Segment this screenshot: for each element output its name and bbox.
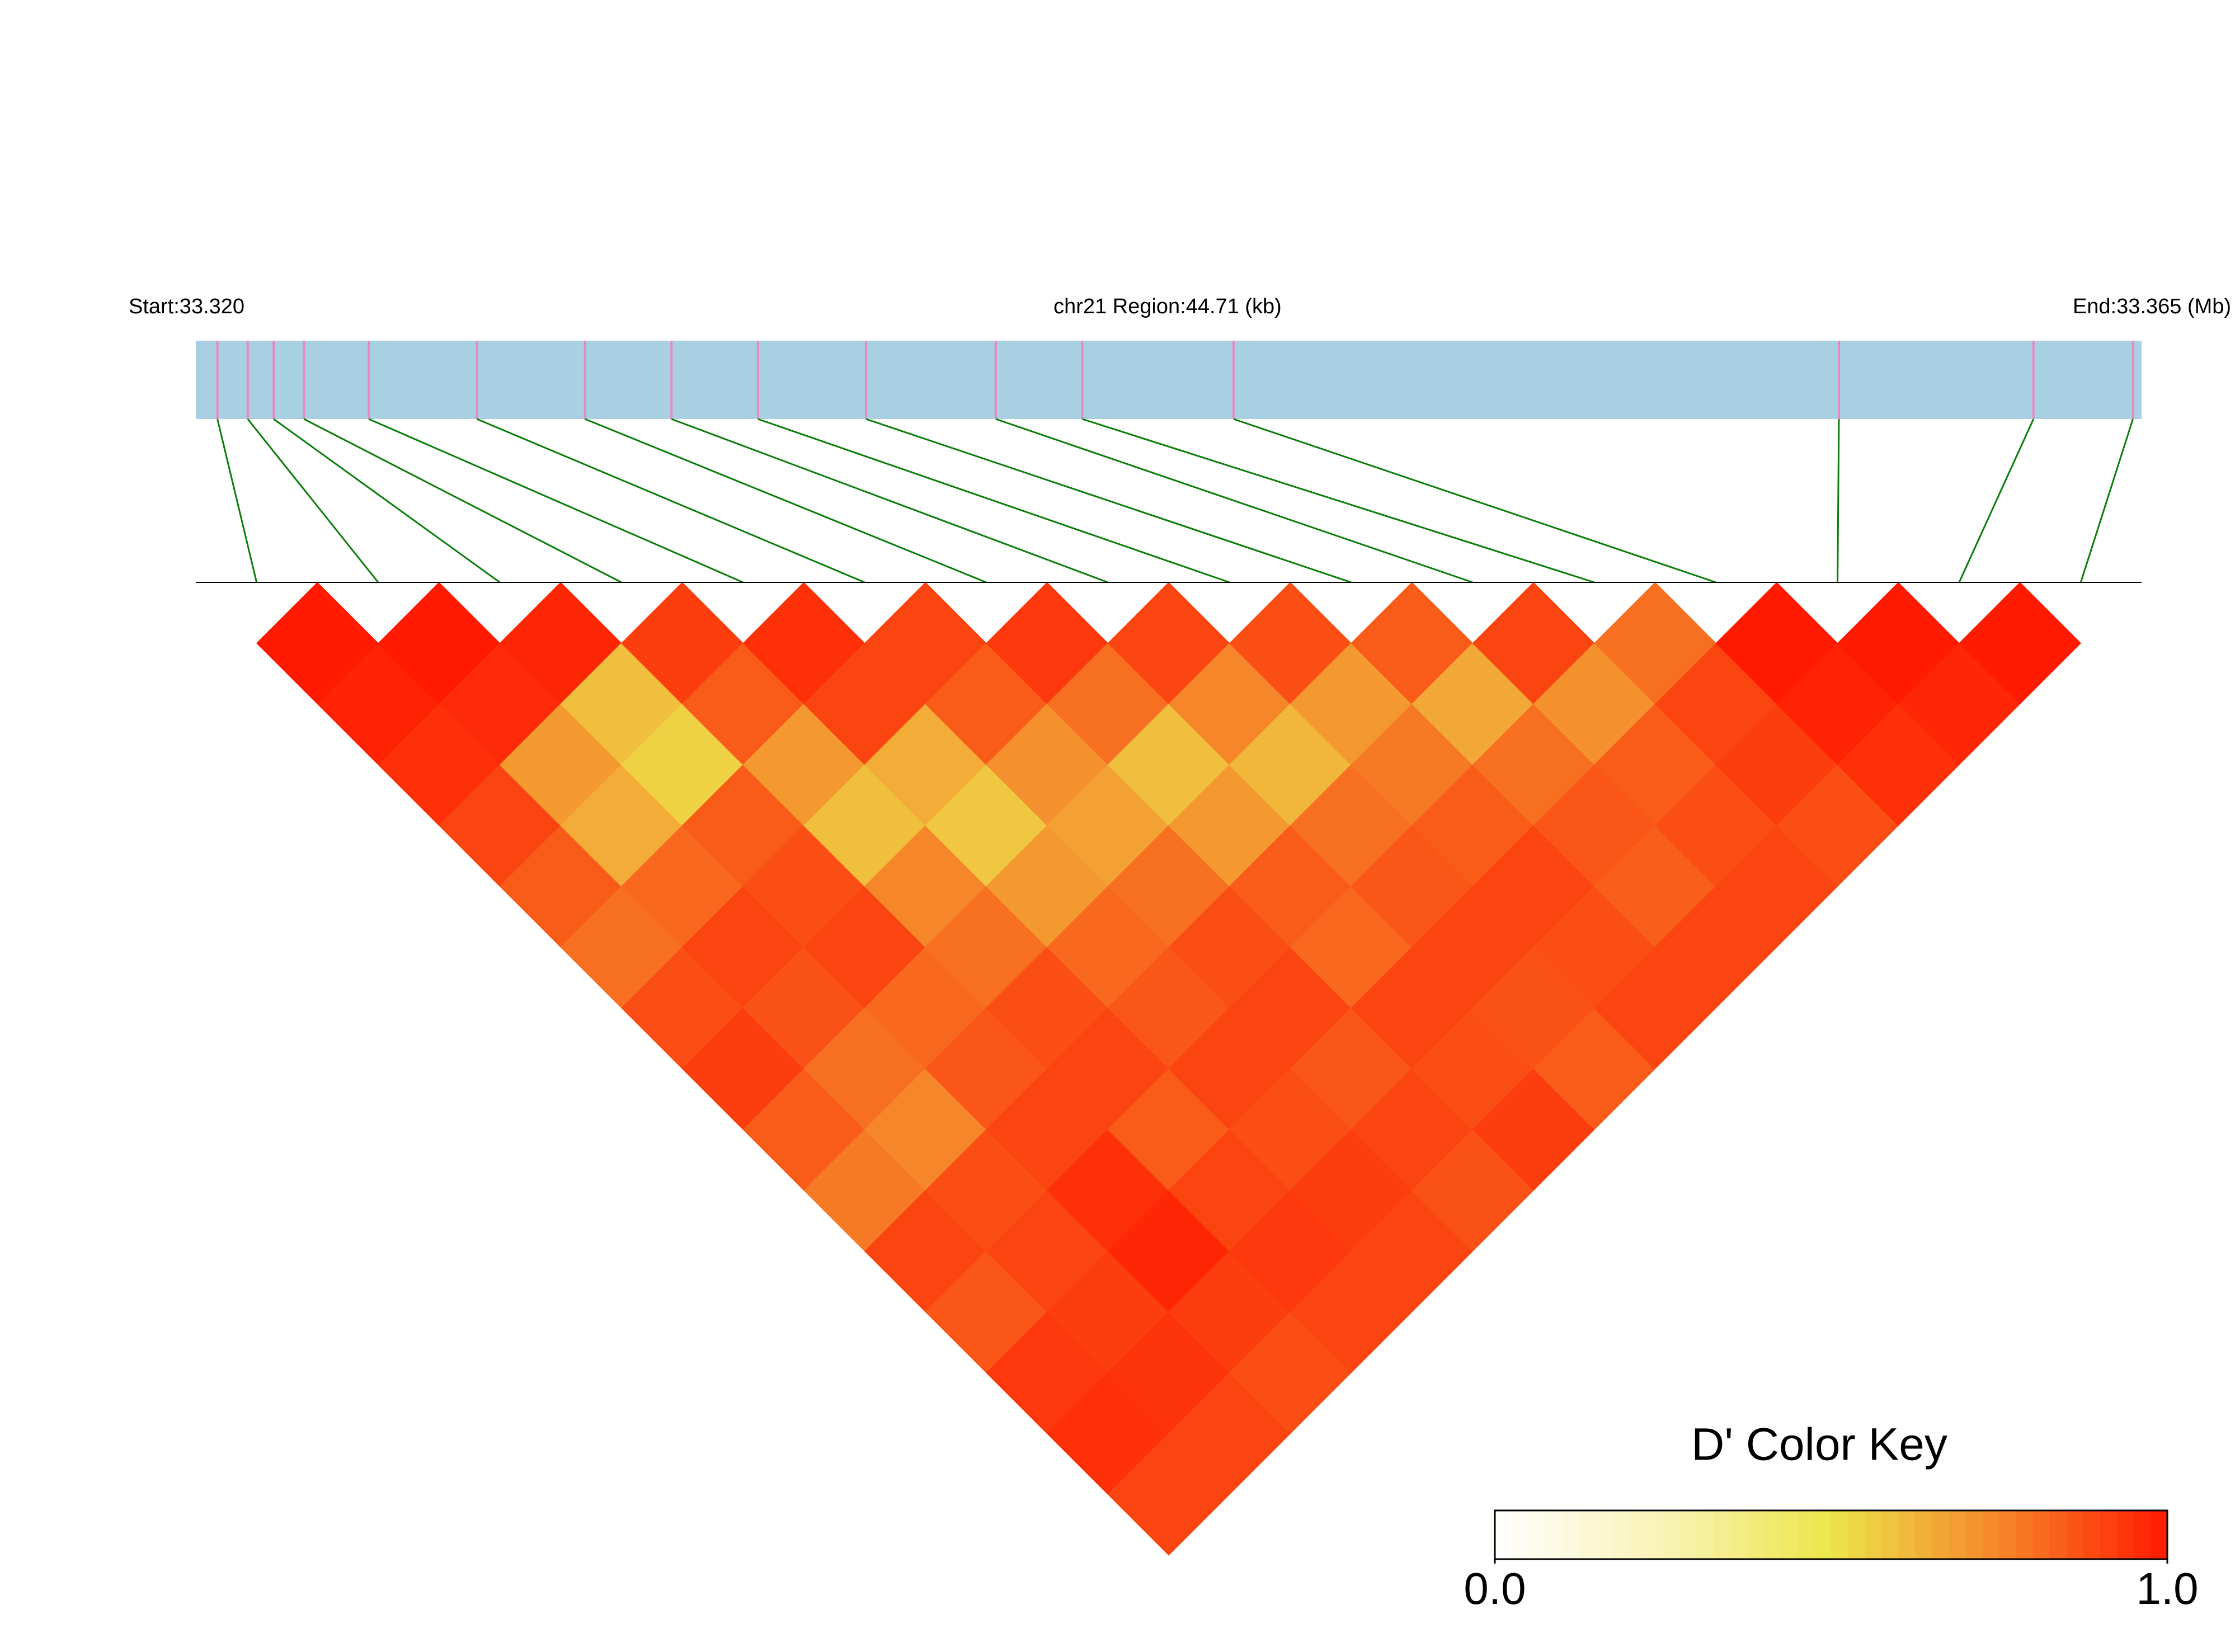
snp-link <box>671 418 1108 583</box>
key-frame <box>1494 1509 2168 1560</box>
key-swatch <box>2049 1510 2067 1559</box>
snp-link <box>585 418 987 583</box>
snp-link <box>865 418 1352 583</box>
key-swatch <box>1713 1510 1731 1559</box>
snp-link <box>1233 418 1716 583</box>
key-swatch <box>1865 1510 1883 1559</box>
key-swatch <box>1999 1510 2017 1559</box>
snp-link <box>1081 418 1595 583</box>
key-tick-label: 1.0 <box>2136 1564 2198 1613</box>
region-label: chr21 Region:44.71 (kb) <box>1053 295 1282 318</box>
snp-link <box>995 418 1473 583</box>
key-swatch <box>2016 1510 2034 1559</box>
key-swatch <box>2032 1510 2050 1559</box>
snp-link <box>476 418 865 583</box>
snp-link <box>273 418 501 583</box>
key-swatch <box>1915 1510 1933 1559</box>
key-swatch <box>1932 1510 1950 1559</box>
key-tick-label: 0.0 <box>1464 1564 1526 1613</box>
key-swatch <box>1881 1510 1899 1559</box>
key-swatch <box>1545 1510 1563 1559</box>
key-swatch <box>2116 1510 2134 1559</box>
key-swatch <box>1814 1510 1832 1559</box>
snp-link <box>2079 418 2134 583</box>
key-swatch <box>2066 1510 2084 1559</box>
snp-link <box>303 418 622 583</box>
key-swatch <box>1679 1510 1697 1559</box>
key-swatch <box>1663 1510 1681 1559</box>
key-swatch <box>1646 1510 1664 1559</box>
key-swatch <box>1730 1510 1748 1559</box>
ld-cell <box>1959 582 2082 705</box>
key-swatch <box>1696 1510 1714 1559</box>
snp-link <box>1958 418 2035 583</box>
key-swatch <box>2083 1510 2101 1559</box>
key-swatch <box>1596 1510 1613 1559</box>
key-swatch <box>1629 1510 1647 1559</box>
key-swatch <box>1579 1510 1597 1559</box>
key-swatch <box>1797 1510 1815 1559</box>
key-swatch <box>1831 1510 1849 1559</box>
end-label: End:33.365 (Mb) <box>2073 295 2231 318</box>
key-swatch <box>1965 1510 1983 1559</box>
key-swatch <box>1612 1510 1630 1559</box>
key-swatch <box>1528 1510 1546 1559</box>
key-swatch <box>2150 1510 2168 1559</box>
key-swatch <box>1982 1510 2000 1559</box>
snp-link <box>757 418 1230 583</box>
key-swatch <box>1495 1510 1513 1559</box>
key-swatch <box>1747 1510 1765 1559</box>
snp-link <box>368 418 744 583</box>
key-swatch <box>1512 1510 1530 1559</box>
key-swatch <box>1848 1510 1866 1559</box>
position-bar <box>196 341 2142 419</box>
key-swatch <box>1763 1510 1781 1559</box>
snp-link <box>217 418 258 583</box>
key-swatch <box>1562 1510 1580 1559</box>
snp-link <box>247 418 379 583</box>
key-swatch <box>1780 1510 1798 1559</box>
key-swatch <box>2133 1510 2151 1559</box>
key-title: D' Color Key <box>1691 1419 1947 1470</box>
key-swatch <box>2100 1510 2118 1559</box>
start-label: Start:33.320 <box>129 295 244 318</box>
snp-link <box>1837 418 1840 583</box>
key-swatch <box>1898 1510 1916 1559</box>
key-swatch <box>1949 1510 1966 1559</box>
